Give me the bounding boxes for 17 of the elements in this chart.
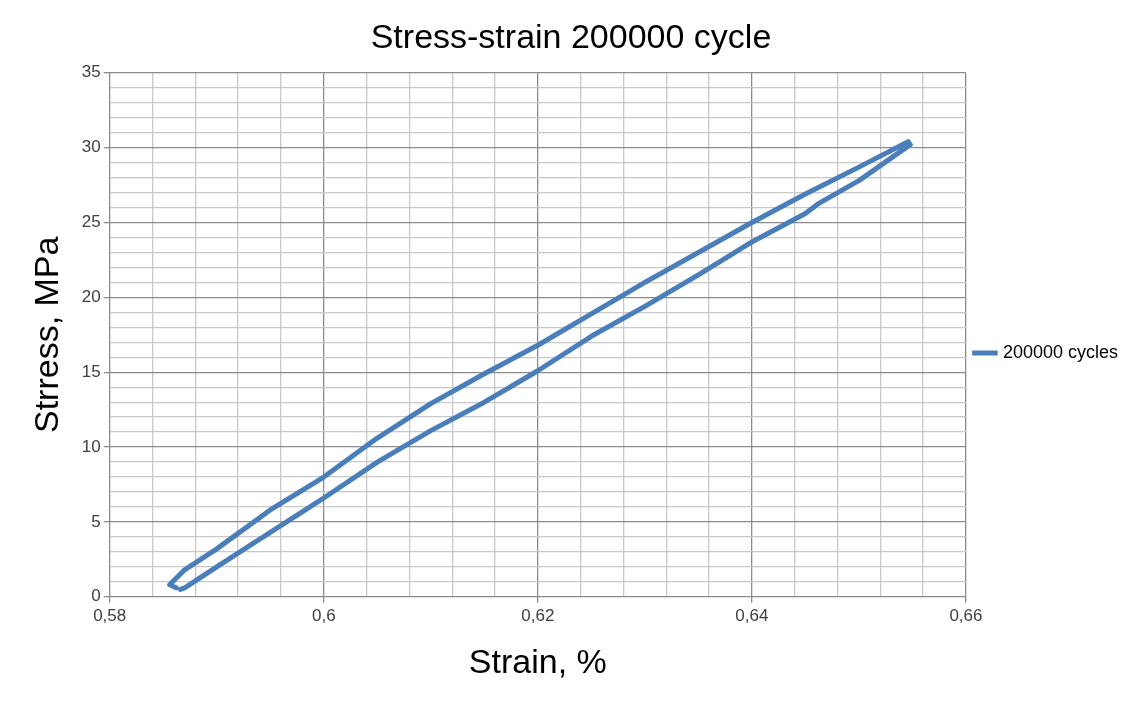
y-tick-label: 30 <box>81 137 101 157</box>
y-tick-label: 10 <box>81 436 101 456</box>
y-tick-label: 15 <box>81 361 101 381</box>
x-axis-title: Strain, % <box>468 641 607 680</box>
x-tick-label: 0,66 <box>949 605 983 625</box>
y-tick-label: 25 <box>81 212 101 232</box>
x-tick-label: 0,64 <box>735 605 769 625</box>
y-tick-label: 20 <box>81 287 101 307</box>
y-tick-label: 5 <box>91 511 101 531</box>
y-axis-title: Strress, MPa <box>26 236 65 434</box>
x-tick-label: 0,62 <box>521 605 555 625</box>
legend-label: 200000 cycles <box>1002 341 1118 362</box>
y-tick-label: 0 <box>91 586 101 606</box>
chart-title: Stress-strain 200000 cycle <box>370 16 772 55</box>
x-tick-label: 0,58 <box>93 605 127 625</box>
x-tick-label: 0,6 <box>311 605 336 625</box>
y-tick-label: 35 <box>81 62 101 82</box>
